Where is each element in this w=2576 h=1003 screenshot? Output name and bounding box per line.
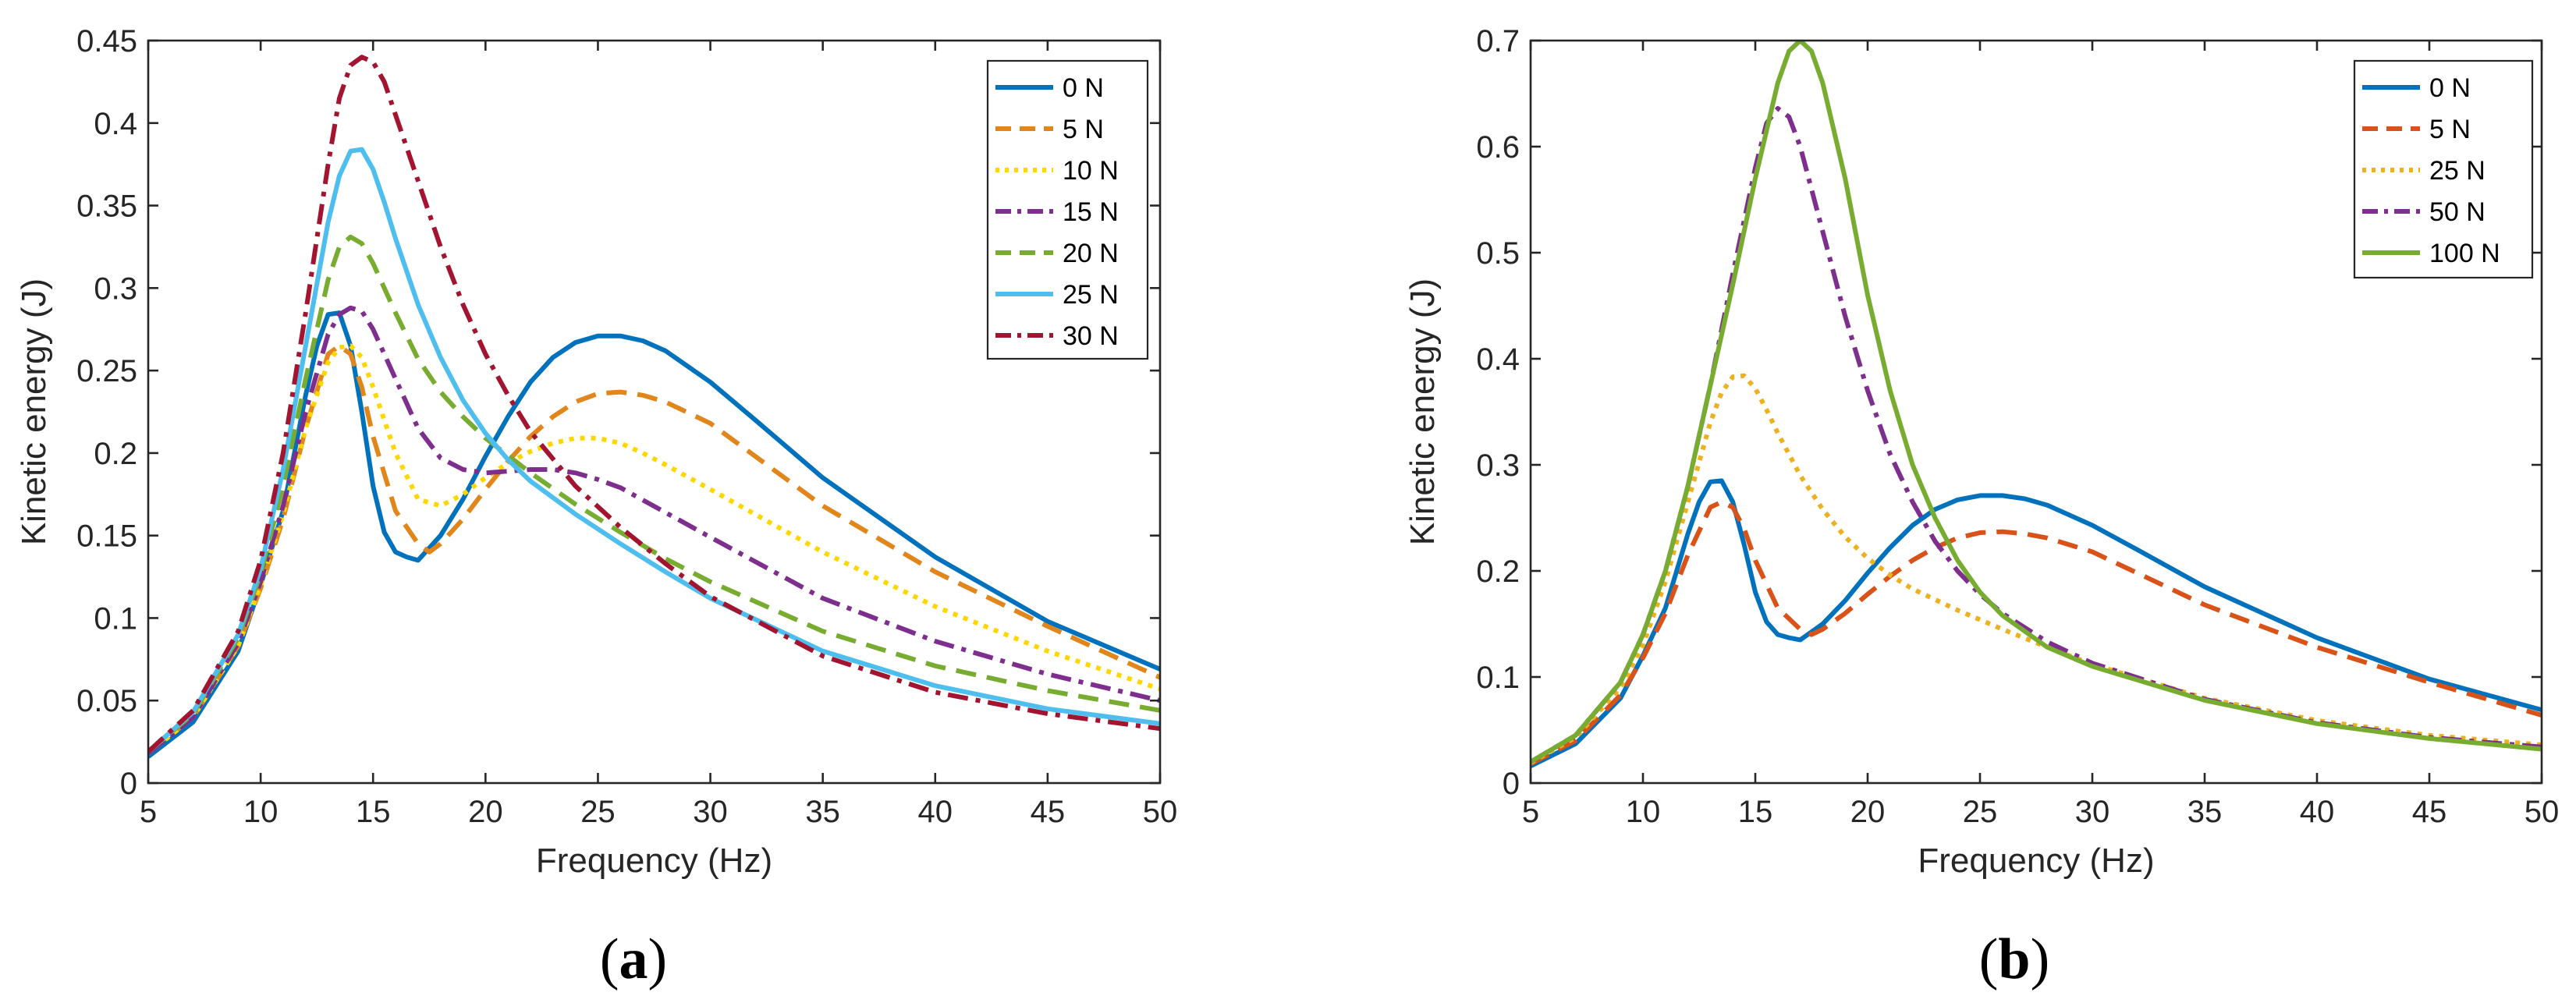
axes-box [147,39,1162,785]
x-tick-label: 50 [2525,795,2560,829]
y-tick-label: 0.7 [1476,24,1520,58]
panel-label-close: ) [648,927,668,991]
series-line-5n [1531,499,2542,767]
legend-label: 100 N [2429,239,2500,268]
y-tick-label: 0 [120,767,137,801]
panel-label: (b) [1979,927,2049,991]
x-tick-label: 35 [2187,795,2223,829]
y-tick-label: 0.1 [1476,661,1520,695]
x-axis-label: Frequency (Hz) [1918,842,2154,880]
x-tick-label: 15 [356,795,391,829]
series-line-15n [148,305,1160,756]
y-tick-label: 0.3 [94,271,137,306]
panel-label: (a) [600,927,667,991]
x-tick-label: 30 [693,795,728,829]
x-tick-label: 10 [1626,795,1661,829]
legend-label: 0 N [1063,73,1104,103]
x-tick-label: 45 [1031,795,1066,829]
y-axis-label: Kinetic energy (J) [15,278,53,545]
series-line-0n [148,310,1160,759]
x-tick-label: 5 [140,795,157,829]
x-tick-label: 25 [580,795,616,829]
legend-label: 5 N [1063,115,1104,144]
legend-box [986,59,1149,360]
x-tick-label: 20 [468,795,503,829]
series-line-10n [148,343,1160,756]
legend: 0 N 5 N 25 N 50 N 100 N [2353,59,2534,279]
y-tick-label: 0.2 [94,437,137,471]
legend-label: 15 N [1063,197,1119,227]
panel-label-open: ( [1979,927,1999,991]
series-line-20n [148,234,1160,754]
panel-label-letter: a [619,927,648,991]
y-tick-label: 0.05 [76,684,137,718]
y-tick-label: 0.4 [1476,342,1520,377]
y-tick-label: 0.2 [1476,555,1520,589]
x-tick-label: 20 [1850,795,1886,829]
series-group [1531,41,2542,768]
legend-label: 25 N [1063,280,1119,310]
panel-label-close: ) [2031,927,2050,991]
x-tick-label: 40 [2300,795,2335,829]
series-line-30n [148,55,1160,754]
x-tick-label: 40 [918,795,953,829]
y-tick-label: 0.35 [76,190,137,224]
x-tick-label: 45 [2412,795,2447,829]
panel-label-open: ( [600,927,619,991]
x-tick-label: 50 [1143,795,1178,829]
legend: 0 N 5 N 10 N 15 N 20 N 25 N 30 N [986,59,1149,360]
chart-panel-b: 5 10 15 20 25 30 35 40 45 50 0 0.1 0.2 0.3 0.4 0.5 0.6 0.… [1403,24,2559,991]
legend-label: 50 N [2429,197,2486,227]
x-tick-label: 25 [1963,795,1998,829]
series-line-25n [148,147,1160,754]
series-line-5n [148,343,1160,756]
legend-label: 25 N [2429,156,2486,186]
panel-label-letter: b [1998,927,2030,991]
y-tick-label: 0.5 [1476,236,1520,271]
y-tick-label: 0.6 [1476,130,1520,165]
legend-label: 30 N [1063,321,1119,351]
x-tick-label: 5 [1522,795,1539,829]
y-tick-label: 0.15 [76,519,137,554]
x-tick-label: 15 [1738,795,1773,829]
y-tick-label: 0.1 [94,601,137,636]
legend-label: 5 N [2429,115,2471,144]
legend-label: 10 N [1063,156,1119,186]
y-tick-label: 0.3 [1476,448,1520,483]
x-tick-label: 30 [2075,795,2110,829]
x-tick-label: 10 [243,795,279,829]
series-line-100n [1531,41,2542,764]
axes-box [1529,39,2543,785]
y-tick-label: 0.25 [76,354,137,388]
series-group [148,55,1160,759]
y-tick-label: 0 [1503,767,1520,801]
legend-label: 0 N [2429,73,2471,103]
y-tick-label: 0.45 [76,24,137,58]
x-tick-label: 35 [805,795,840,829]
x-axis-label: Frequency (Hz) [536,842,772,880]
y-tick-label: 0.4 [94,107,137,141]
chart-panel-a: 5 10 15 20 25 30 35 40 45 50 0 0.05 0.1 0.15 0.2 0.25 0.… [15,24,1177,991]
y-axis-label: Kinetic energy (J) [1403,278,1442,545]
legend-label: 20 N [1063,239,1119,268]
series-line-0n [1531,478,2542,768]
